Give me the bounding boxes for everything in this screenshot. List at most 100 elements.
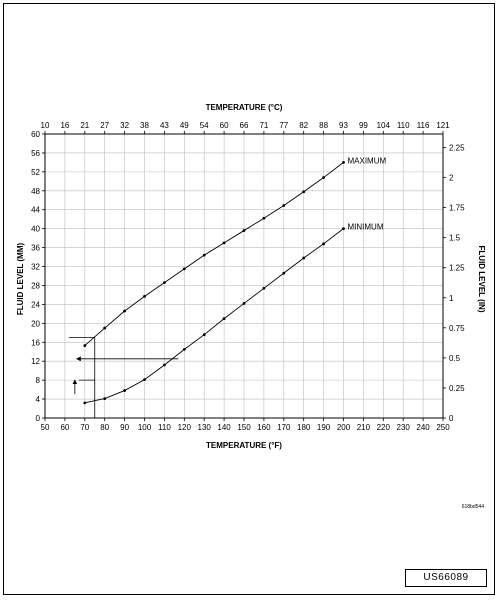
x-tick-label: 50 — [41, 423, 50, 432]
data-point-minimum — [123, 389, 126, 392]
x-tick-label: 120 — [178, 423, 192, 432]
y2-tick-label: 0.25 — [449, 384, 465, 393]
x2-tick-label: 104 — [377, 121, 391, 130]
y2-tick-label: 1 — [449, 294, 454, 303]
data-point-maximum — [222, 241, 226, 245]
x2-tick-label: 10 — [41, 121, 50, 130]
x2-tick-label: 82 — [299, 121, 308, 130]
data-point-minimum — [143, 378, 146, 382]
y2-tick-label: 1.75 — [449, 204, 465, 213]
y2-axis-ticks: 0 0.25 0.5 0.75 1 1.25 1.5 1.75 2 2.25 — [443, 143, 465, 423]
data-point-minimum — [222, 317, 226, 320]
y2-tick-label: 1.25 — [449, 264, 465, 273]
x-tick-label: 160 — [257, 423, 271, 432]
data-point-maximum — [83, 344, 87, 347]
x-tick-label: 230 — [397, 423, 411, 432]
data-point-minimum — [322, 242, 325, 246]
chart-grid — [44, 133, 444, 419]
y-tick-label: 40 — [31, 225, 40, 234]
data-point-maximum — [342, 161, 345, 164]
x-tick-label: 190 — [317, 423, 331, 432]
y-axis-title: FLUID LEVEL (MM) — [16, 243, 25, 316]
x2-tick-label: 43 — [160, 121, 169, 130]
x-tick-label: 180 — [297, 423, 311, 432]
data-point-minimum — [103, 397, 107, 400]
data-point-maximum — [302, 190, 306, 194]
y-tick-label: 16 — [31, 338, 40, 347]
page: 50 60 70 80 90 100 110 120 130 140 150 160 170 180 190… — [3, 3, 495, 595]
data-point-maximum — [163, 281, 166, 285]
y2-tick-label: 0 — [449, 414, 454, 423]
series-label-minimum: MINIMUM — [348, 223, 384, 232]
fluid-level-chart: 50 60 70 80 90 100 110 120 130 140 150 160 170 180 190… — [16, 103, 486, 510]
readout-annotations — [68, 337, 179, 418]
data-point-minimum — [342, 227, 345, 231]
y-tick-label: 28 — [31, 281, 40, 290]
series-line-maximum — [84, 162, 344, 346]
data-point-minimum — [242, 302, 246, 305]
data-point-maximum — [103, 326, 107, 330]
y-tick-label: 52 — [31, 168, 40, 177]
series-line-minimum — [84, 228, 344, 404]
y-tick-label: 44 — [31, 206, 40, 215]
x2-tick-label: 16 — [60, 121, 69, 130]
x2-tick-label: 38 — [140, 121, 149, 130]
data-point-maximum — [262, 216, 266, 220]
x2-tick-label: 110 — [397, 121, 410, 130]
x2-tick-label: 54 — [200, 121, 209, 130]
x-tick-label: 90 — [120, 423, 129, 432]
data-point-maximum — [143, 294, 146, 298]
x-tick-label: 80 — [100, 423, 109, 432]
x-tick-label: 60 — [60, 423, 69, 432]
x-tick-label: 250 — [436, 423, 450, 432]
x2-tick-label: 77 — [279, 121, 288, 130]
y-tick-label: 4 — [36, 395, 41, 404]
y-tick-label: 32 — [31, 263, 40, 272]
x2-axis-ticks: 10 16 21 27 32 38 43 49 54 60 66 71 77 82 88 93 99 104 110… — [41, 121, 450, 134]
x-axis-title: TEMPERATURE (°F) — [206, 441, 282, 450]
x2-tick-label: 121 — [436, 121, 450, 130]
x2-tick-label: 60 — [220, 121, 229, 130]
data-point-minimum — [182, 347, 186, 351]
y-tick-label: 56 — [31, 149, 40, 158]
y-tick-label: 12 — [31, 357, 40, 366]
y2-tick-label: 2 — [449, 174, 454, 183]
data-point-minimum — [202, 333, 206, 337]
x-axis-ticks: 50 60 70 80 90 100 110 120 130 140 150 160 170 180 190… — [41, 418, 450, 432]
x-tick-label: 100 — [138, 423, 152, 432]
series-label-maximum: MAXIMUM — [348, 156, 387, 165]
x2-tick-label: 66 — [240, 121, 249, 130]
x2-tick-label: 71 — [259, 121, 268, 130]
x-tick-label: 70 — [80, 423, 89, 432]
y-tick-label: 48 — [31, 187, 40, 196]
x2-tick-label: 116 — [417, 121, 430, 130]
data-point-minimum — [262, 286, 266, 290]
x2-tick-label: 99 — [359, 121, 368, 130]
data-point-maximum — [322, 176, 325, 179]
y-tick-label: 8 — [36, 376, 41, 385]
y-tick-label: 20 — [31, 319, 40, 328]
x-tick-label: 200 — [337, 423, 351, 432]
data-point-minimum — [282, 271, 286, 275]
x2-tick-label: 93 — [339, 121, 348, 130]
x2-tick-label: 27 — [100, 121, 109, 130]
y2-tick-label: 0.5 — [449, 354, 461, 363]
x-tick-label: 150 — [237, 423, 251, 432]
data-point-maximum — [242, 229, 246, 232]
x-tick-label: 130 — [198, 423, 212, 432]
x-tick-label: 110 — [158, 423, 171, 432]
data-point-maximum — [202, 253, 206, 257]
y-tick-label: 36 — [31, 244, 40, 253]
x-tick-label: 170 — [277, 423, 291, 432]
y-tick-label: 60 — [31, 130, 40, 139]
series-group: MAXIMUM MINIMUM — [83, 156, 387, 405]
x2-axis-title: TEMPERATURE (°C) — [206, 103, 283, 112]
x-tick-label: 140 — [217, 423, 231, 432]
x2-tick-label: 49 — [180, 121, 189, 130]
data-point-maximum — [282, 204, 286, 207]
y-tick-label: 0 — [36, 414, 41, 423]
x-tick-label: 240 — [416, 423, 430, 432]
x-tick-label: 210 — [357, 423, 371, 432]
y2-tick-label: 2.25 — [449, 143, 465, 152]
